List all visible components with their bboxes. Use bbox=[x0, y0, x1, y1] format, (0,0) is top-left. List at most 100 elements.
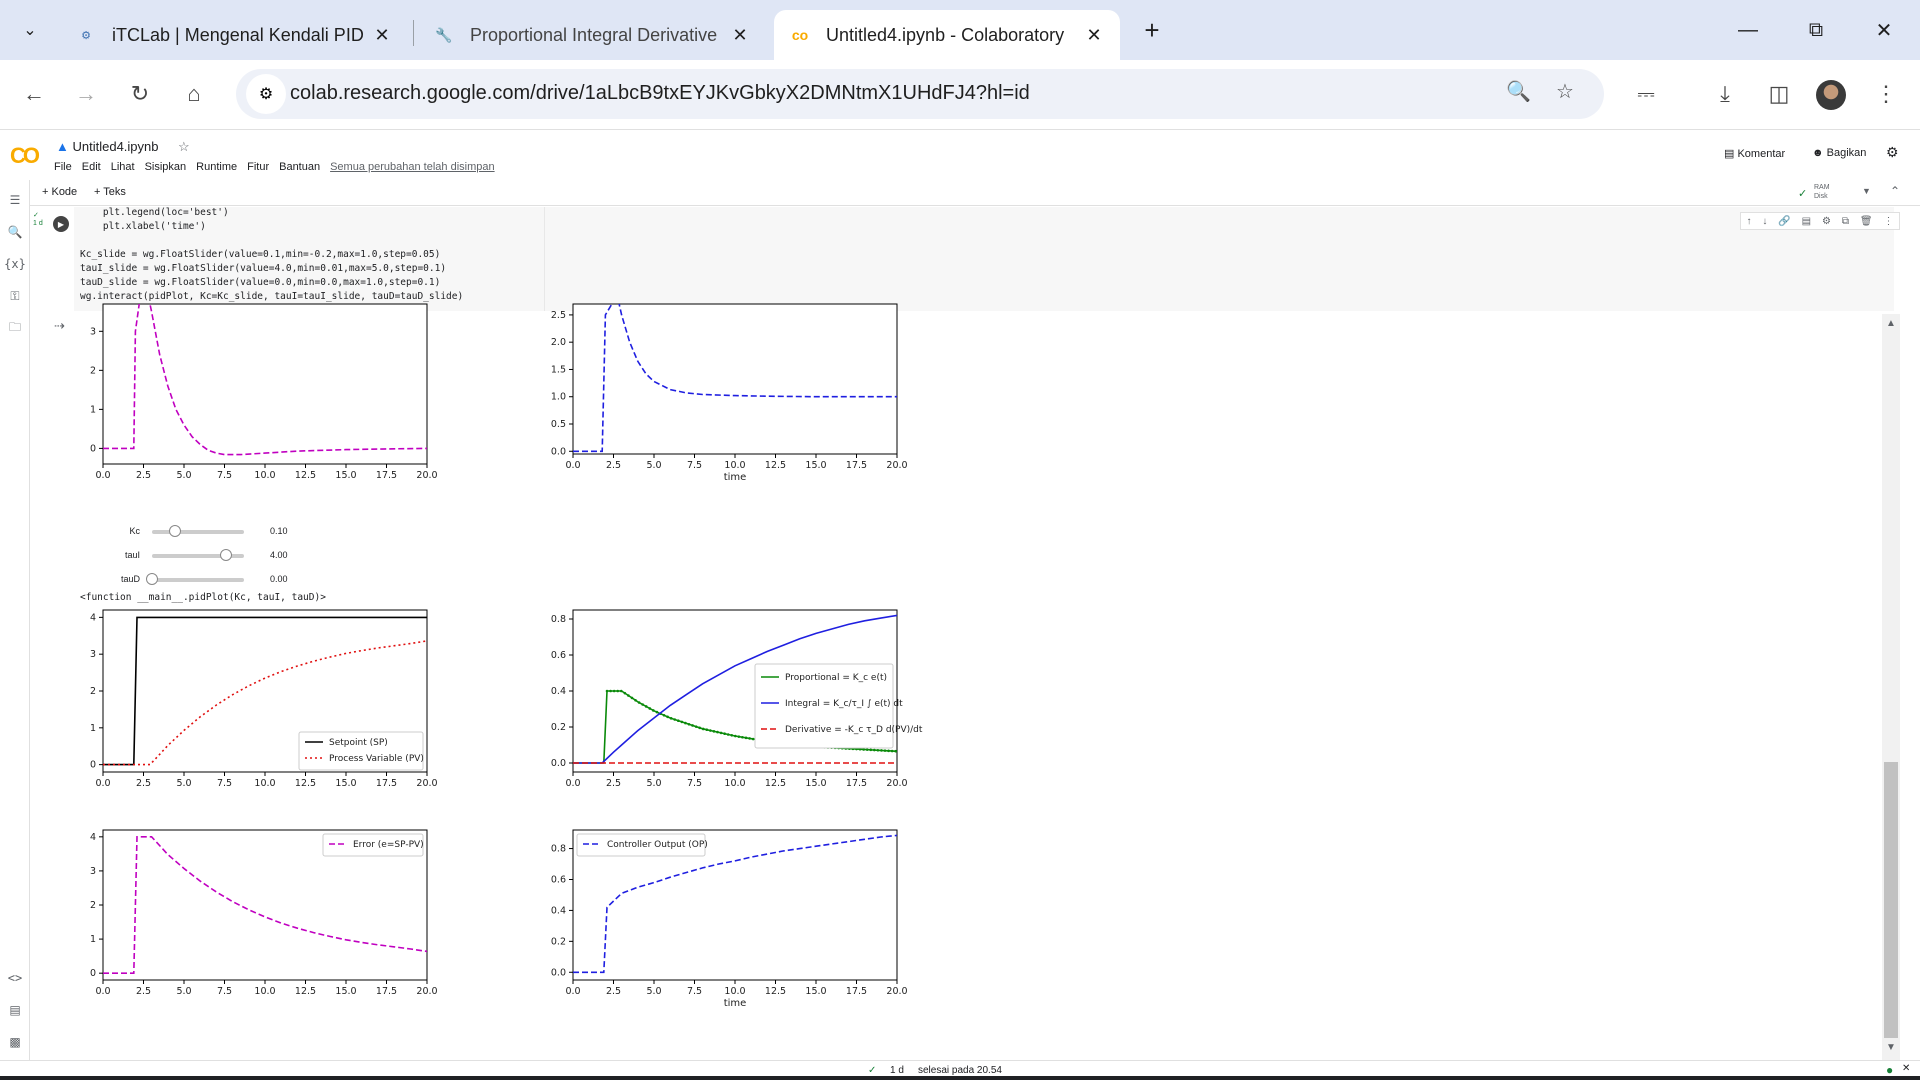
new-tab-plus-icon[interactable]: + bbox=[1144, 14, 1160, 45]
execution-status: ✓ 1 d bbox=[33, 212, 43, 227]
series-marker bbox=[687, 722, 691, 726]
home-icon[interactable]: ⌂ bbox=[187, 81, 201, 106]
menu-insert[interactable]: Sisipkan bbox=[144, 161, 187, 173]
scroll-down-arrow-icon[interactable]: ▼ bbox=[1886, 1042, 1896, 1053]
x-tick-label: 0.0 bbox=[95, 986, 110, 997]
slider-handle[interactable] bbox=[169, 525, 181, 537]
legend-label: Derivative = -K_c τ_D d(PV)/dt bbox=[785, 725, 923, 735]
run-cell-play-icon[interactable]: ▶ bbox=[53, 216, 69, 232]
bookmark-star-icon[interactable]: ☆ bbox=[1556, 81, 1574, 103]
scroll-up-arrow-icon[interactable]: ▲ bbox=[1886, 318, 1896, 329]
cell-settings-icon[interactable]: ⚙ bbox=[1821, 215, 1831, 227]
more-vert-icon[interactable]: ⋮ bbox=[1883, 215, 1894, 227]
window-close-icon[interactable]: ✕ bbox=[1875, 19, 1893, 42]
series-marker bbox=[865, 748, 869, 751]
menu-runtime[interactable]: Runtime bbox=[196, 161, 238, 173]
close-icon[interactable]: ✕ bbox=[1902, 1063, 1911, 1074]
command-palette-icon[interactable]: ▤ bbox=[9, 1003, 21, 1017]
link-icon[interactable]: 🔗 bbox=[1778, 215, 1791, 227]
move-down-icon[interactable]: ↓ bbox=[1762, 215, 1768, 227]
tab-itclab[interactable]: ⚙ iTCLab | Mengenal Kendali PID ✕ bbox=[60, 10, 408, 60]
key-icon[interactable]: ⚿ bbox=[10, 288, 20, 303]
slider-handle[interactable] bbox=[219, 549, 232, 561]
cell-action-toolbar: ↑ ↓ 🔗 ▤ ⚙ ⧉ 🗑 ⋮ bbox=[1740, 212, 1900, 230]
x-tick-label: 5.0 bbox=[176, 986, 191, 997]
scrollbar-thumb[interactable] bbox=[1884, 762, 1898, 1038]
toc-icon[interactable]: ☰ bbox=[9, 193, 21, 207]
saved-status-link[interactable]: Semua perubahan telah disimpan bbox=[330, 161, 495, 173]
address-bar[interactable]: ⚙ colab.research.google.com/drive/1aLbcB… bbox=[236, 69, 1604, 119]
zoom-icon[interactable]: 🔍 bbox=[1506, 81, 1531, 103]
y-tick-label: 4 bbox=[90, 612, 96, 623]
mirror-cell-icon[interactable]: ⧉ bbox=[1841, 215, 1849, 227]
code-snippets-icon[interactable]: <> bbox=[7, 971, 23, 985]
reload-icon[interactable]: ↻ bbox=[130, 81, 150, 106]
slider-track[interactable] bbox=[152, 578, 244, 582]
side-panel-icon[interactable]: ◫ bbox=[1768, 81, 1790, 106]
menu-edit[interactable]: Edit bbox=[81, 161, 101, 173]
url-text[interactable]: colab.research.google.com/drive/1aLbcB9t… bbox=[290, 82, 1030, 104]
folder-icon[interactable]: 🗀 bbox=[8, 319, 21, 334]
x-tick-label: 15.0 bbox=[805, 460, 826, 471]
runtime-dropdown-icon[interactable]: ▼ bbox=[1862, 186, 1871, 196]
series-marker bbox=[890, 749, 894, 753]
site-settings-icon[interactable]: ⚙ bbox=[246, 74, 286, 114]
legend-label: Process Variable (PV) bbox=[329, 754, 424, 764]
tab-pid[interactable]: 🔧 Proportional Integral Derivative ✕ bbox=[418, 10, 766, 60]
comment-button[interactable]: ▤ Komentar bbox=[1724, 148, 1786, 160]
move-up-icon[interactable]: ↑ bbox=[1746, 215, 1752, 227]
menu-file[interactable]: File bbox=[54, 161, 72, 173]
extensions-puzzle-icon[interactable]: ⎓ bbox=[1637, 81, 1655, 106]
series-marker bbox=[701, 727, 705, 731]
slider-track[interactable] bbox=[152, 554, 244, 558]
slider-value[interactable]: 0.10 bbox=[270, 526, 288, 536]
notebook-title[interactable]: ▲ Untitled4.ipynb bbox=[56, 139, 159, 154]
terminal-icon[interactable]: ▩ bbox=[9, 1035, 21, 1049]
itclab-favicon-icon: ⚙ bbox=[81, 29, 91, 42]
tab-search-chevron-icon[interactable]: ⌄ bbox=[23, 22, 37, 39]
menu-view[interactable]: Lihat bbox=[110, 161, 135, 173]
comment-icon[interactable]: ▤ bbox=[1801, 215, 1812, 227]
delete-icon[interactable]: 🗑 bbox=[1859, 215, 1873, 227]
function-repr-output: <function __main__.pidPlot(Kc, tauI, tau… bbox=[80, 592, 326, 603]
minimize-icon[interactable]: — bbox=[1738, 18, 1758, 41]
close-icon[interactable]: ✕ bbox=[374, 24, 390, 45]
slider-track[interactable] bbox=[152, 530, 244, 534]
collapse-header-icon[interactable]: ⌃ bbox=[1890, 184, 1901, 198]
exec-status-text[interactable]: selesai pada 20.54 bbox=[918, 1065, 1002, 1076]
setpoint-pv-plot: 0.0 2.5 5.0 7.5 10.0 12.5 15.0 17.5 20.0 0 1 2 3 4 Set… bbox=[90, 609, 438, 789]
slider-handle[interactable] bbox=[146, 573, 158, 585]
close-icon[interactable]: ✕ bbox=[1086, 24, 1102, 45]
settings-gear-icon[interactable]: ⚙ bbox=[1886, 144, 1899, 160]
close-icon[interactable]: ✕ bbox=[732, 24, 748, 45]
restore-icon[interactable]: ⧉ bbox=[1808, 18, 1824, 41]
series-marker bbox=[616, 689, 620, 693]
star-icon[interactable]: ☆ bbox=[178, 139, 190, 154]
code-editor[interactable]: plt.legend(loc='best') plt.xlabel('time'… bbox=[74, 207, 1894, 311]
add-code-button[interactable]: + Kode bbox=[42, 186, 78, 198]
output-menu-icon[interactable]: ⇢ bbox=[54, 318, 65, 333]
menu-help[interactable]: Bantuan bbox=[279, 161, 321, 173]
slider-value[interactable]: 0.00 bbox=[270, 574, 288, 584]
search-icon[interactable]: 🔍 bbox=[7, 225, 23, 239]
variables-icon[interactable]: {x} bbox=[4, 257, 26, 271]
profile-avatar[interactable] bbox=[1816, 80, 1846, 110]
comment-icon: ▤ bbox=[1724, 148, 1735, 160]
menu-tools[interactable]: Fitur bbox=[247, 161, 270, 173]
error-plot: 0.0 2.5 5.0 7.5 10.0 12.5 15.0 17.5 20.0 0 1 2 3 4 Err… bbox=[90, 829, 438, 997]
series-marker bbox=[605, 689, 609, 693]
legend-box bbox=[754, 663, 894, 749]
download-icon[interactable]: ⤓ bbox=[1720, 81, 1730, 106]
forward-arrow-icon[interactable]: → bbox=[75, 81, 97, 106]
add-text-button[interactable]: + Teks bbox=[94, 186, 126, 198]
slider-value[interactable]: 4.00 bbox=[270, 550, 288, 560]
tab-colab[interactable]: co Untitled4.ipynb - Colaboratory ✕ bbox=[774, 10, 1120, 60]
share-button[interactable]: ☻ Bagikan bbox=[1812, 147, 1867, 159]
colab-logo[interactable]: CO bbox=[10, 143, 40, 168]
more-vert-icon[interactable]: ⋮ bbox=[1875, 81, 1897, 106]
back-arrow-icon[interactable]: ← bbox=[23, 81, 45, 106]
series-marker bbox=[716, 730, 719, 734]
code-line: wg.interact(pidPlot, Kc=Kc_slide, tauI=t… bbox=[80, 291, 464, 302]
exec-duration: 1 d bbox=[890, 1065, 904, 1076]
ram-disk-indicator[interactable]: RAM Disk bbox=[1814, 184, 1830, 200]
